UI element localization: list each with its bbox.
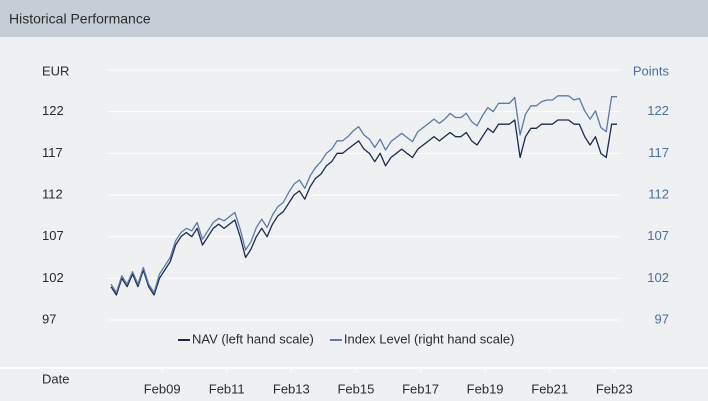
y-tick-label: 122 bbox=[42, 103, 64, 118]
y2-tick-label: 122 bbox=[647, 103, 669, 118]
x-tick-label: Feb17 bbox=[402, 381, 439, 396]
y-tick-label: 97 bbox=[42, 311, 56, 326]
x-tick-label: Feb11 bbox=[209, 381, 245, 396]
x-axis-label: Date bbox=[42, 371, 69, 386]
y2-tick-label: 112 bbox=[648, 186, 669, 201]
y-tick-label: 107 bbox=[42, 228, 64, 243]
legend-label: NAV (left hand scale) bbox=[192, 331, 314, 346]
x-tick-label: Feb19 bbox=[467, 381, 504, 396]
y2-tick-label: 97 bbox=[655, 311, 669, 326]
y2-axis-label: Points bbox=[633, 63, 670, 78]
y2-tick-label: 117 bbox=[648, 145, 669, 160]
header-title: Historical Performance bbox=[9, 11, 151, 27]
y-tick-label: 112 bbox=[42, 186, 63, 201]
y-axis-label: EUR bbox=[42, 63, 69, 78]
x-tick-label: Feb13 bbox=[273, 381, 310, 396]
y-tick-label: 117 bbox=[42, 145, 63, 160]
x-tick-label: Feb21 bbox=[531, 381, 568, 396]
header-bar bbox=[0, 0, 708, 37]
y2-tick-label: 107 bbox=[647, 228, 669, 243]
x-tick-label: Feb09 bbox=[144, 381, 181, 396]
x-tick-label: Feb15 bbox=[337, 381, 374, 396]
y-tick-label: 102 bbox=[42, 270, 64, 285]
series-line bbox=[110, 119, 617, 296]
series-line bbox=[110, 95, 617, 294]
y2-tick-label: 102 bbox=[647, 270, 669, 285]
legend-label: Index Level (right hand scale) bbox=[344, 331, 515, 346]
x-tick-label: Feb23 bbox=[596, 381, 633, 396]
